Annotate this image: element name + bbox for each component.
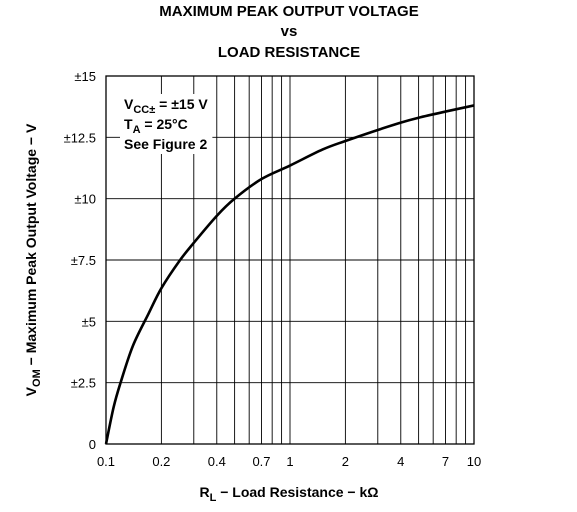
- plot-frame: [105, 75, 475, 445]
- x-tick-label-3: 0.7: [252, 454, 270, 469]
- series-line-0: [104, 104, 475, 445]
- chart-title-line-3: LOAD RESISTANCE: [218, 44, 360, 61]
- x-tick-label-0: 0.1: [97, 454, 115, 469]
- annotation-see-figure: See Figure 2: [124, 136, 207, 152]
- y-tick-label-6: ±15: [74, 69, 96, 84]
- annotation-background: [120, 94, 213, 154]
- chart-title: MAXIMUM PEAK OUTPUT VOLTAGE vs LOAD RESI…: [159, 3, 418, 61]
- x-tick-label-6: 4: [397, 454, 404, 469]
- y-axis-label: VOM − Maximum Peak Output Voltage − V: [23, 123, 43, 396]
- annotation-ta: TA = 25°C: [124, 116, 188, 136]
- x-tick-label-4: 1: [286, 454, 293, 469]
- x-tick-label-2: 0.4: [208, 454, 226, 469]
- tick-label-layer: 0.1 0.2 0.4 0.7 1 2 4 7 10 0 ±2.5 ±5 ±7.5 ±10 ±12.5 ±15: [64, 69, 482, 469]
- y-tick-label-2: ±5: [82, 314, 96, 329]
- chart-title-line-2: vs: [281, 23, 298, 40]
- chart-title-line-1: MAXIMUM PEAK OUTPUT VOLTAGE: [159, 3, 418, 20]
- x-tick-label-8: 10: [467, 454, 481, 469]
- annotation-box: VCC± = ±15 V TA = 25°C See Figure 2: [120, 94, 213, 154]
- series-layer: [104, 104, 475, 445]
- x-tick-label-5: 2: [342, 454, 349, 469]
- x-axis-label: RL − Load Resistance − kΩ: [199, 484, 378, 504]
- y-tick-label-4: ±10: [74, 192, 96, 207]
- y-tick-label-3: ±7.5: [71, 253, 96, 268]
- x-tick-label-1: 0.2: [152, 454, 170, 469]
- y-tick-label-1: ±2.5: [71, 376, 96, 391]
- grid-layer: [105, 75, 475, 445]
- x-tick-label-7: 7: [442, 454, 449, 469]
- y-tick-label-5: ±12.5: [64, 130, 96, 145]
- y-tick-label-0: 0: [89, 437, 96, 452]
- annotation-vcc: VCC± = ±15 V: [124, 96, 208, 116]
